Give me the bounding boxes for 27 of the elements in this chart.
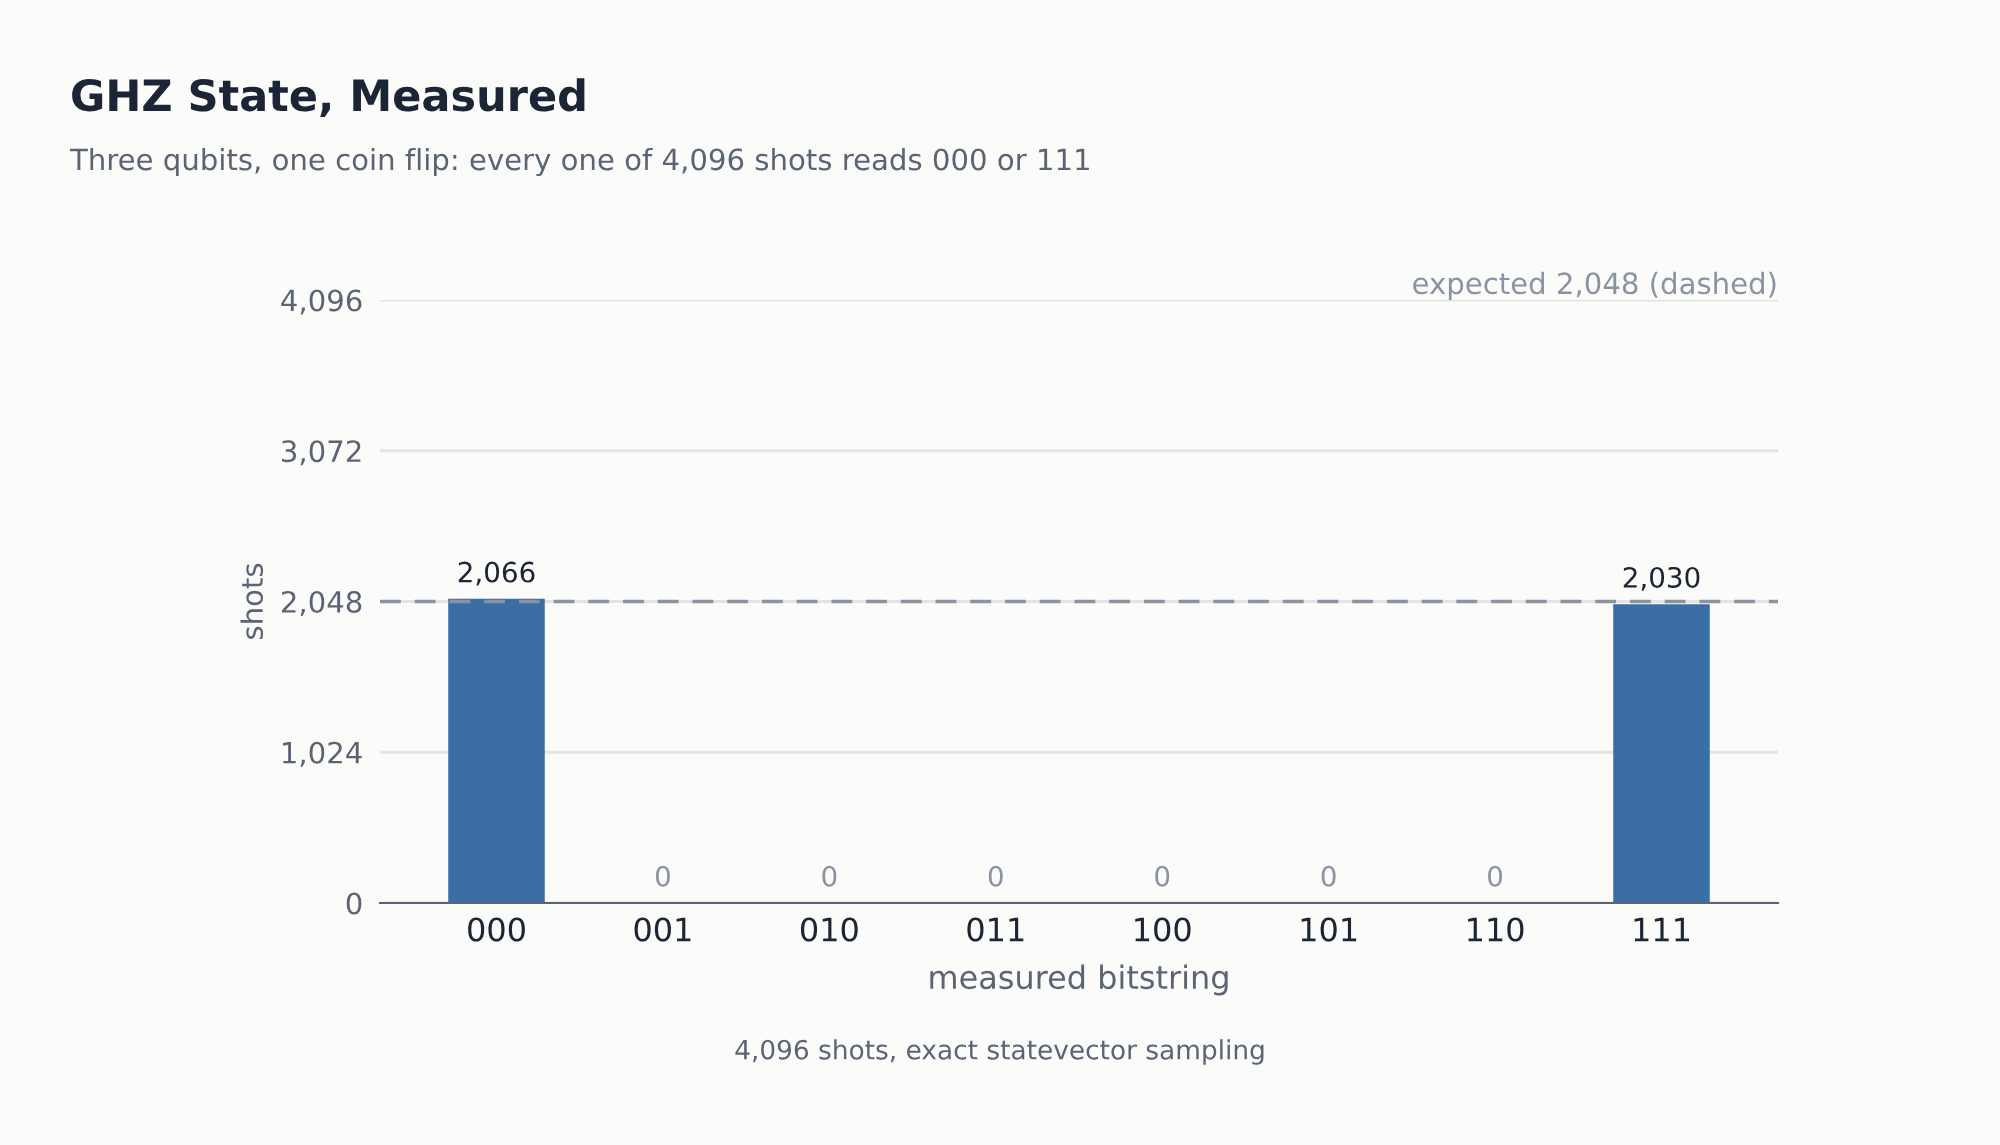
data-label: 0	[1155, 865, 1170, 887]
x-tick-label: 011	[967, 917, 1024, 942]
y-tick-label: 0	[346, 892, 362, 915]
data-label: 0	[822, 865, 837, 887]
data-label: 0	[1488, 865, 1503, 887]
y-tick-label: 1,024	[283, 741, 362, 767]
x-tick-label: 010	[800, 917, 858, 942]
x-axis-title: measured bitstring	[930, 964, 1228, 996]
data-label: 0	[1321, 865, 1336, 887]
text: 4,096 shots, exact statevector sampling	[735, 1039, 1264, 1065]
x-tick-label: 101	[1301, 917, 1357, 942]
y-tick-label: 2,048	[281, 590, 362, 616]
ref-line-label: expected 2,048 (dashed)	[1413, 271, 1776, 300]
x-tick-label: 000	[468, 917, 525, 942]
chart-subtitle: Three qubits, one coin flip: every one of 4,096 shots reads 000 or 111	[69, 147, 1089, 177]
data-label: 2,066	[458, 561, 535, 586]
x-tick-label: 110	[1468, 917, 1524, 942]
y-tick-label: 4,096	[281, 289, 362, 315]
y-tick-label: 3,072	[282, 440, 361, 466]
data-label: 0	[988, 865, 1003, 887]
data-label: 0	[655, 865, 670, 887]
y-axis-title: shots	[240, 563, 264, 639]
x-tick-label: 100	[1135, 917, 1191, 942]
x-tick-label: 001	[634, 917, 691, 942]
x-tick-label: 111	[1634, 917, 1690, 942]
data-label: 2,030	[1623, 566, 1700, 591]
chart-title: GHZ State, Measured	[72, 78, 585, 117]
